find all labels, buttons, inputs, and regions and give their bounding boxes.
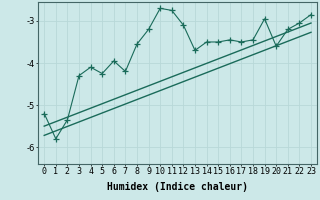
X-axis label: Humidex (Indice chaleur): Humidex (Indice chaleur)	[107, 182, 248, 192]
